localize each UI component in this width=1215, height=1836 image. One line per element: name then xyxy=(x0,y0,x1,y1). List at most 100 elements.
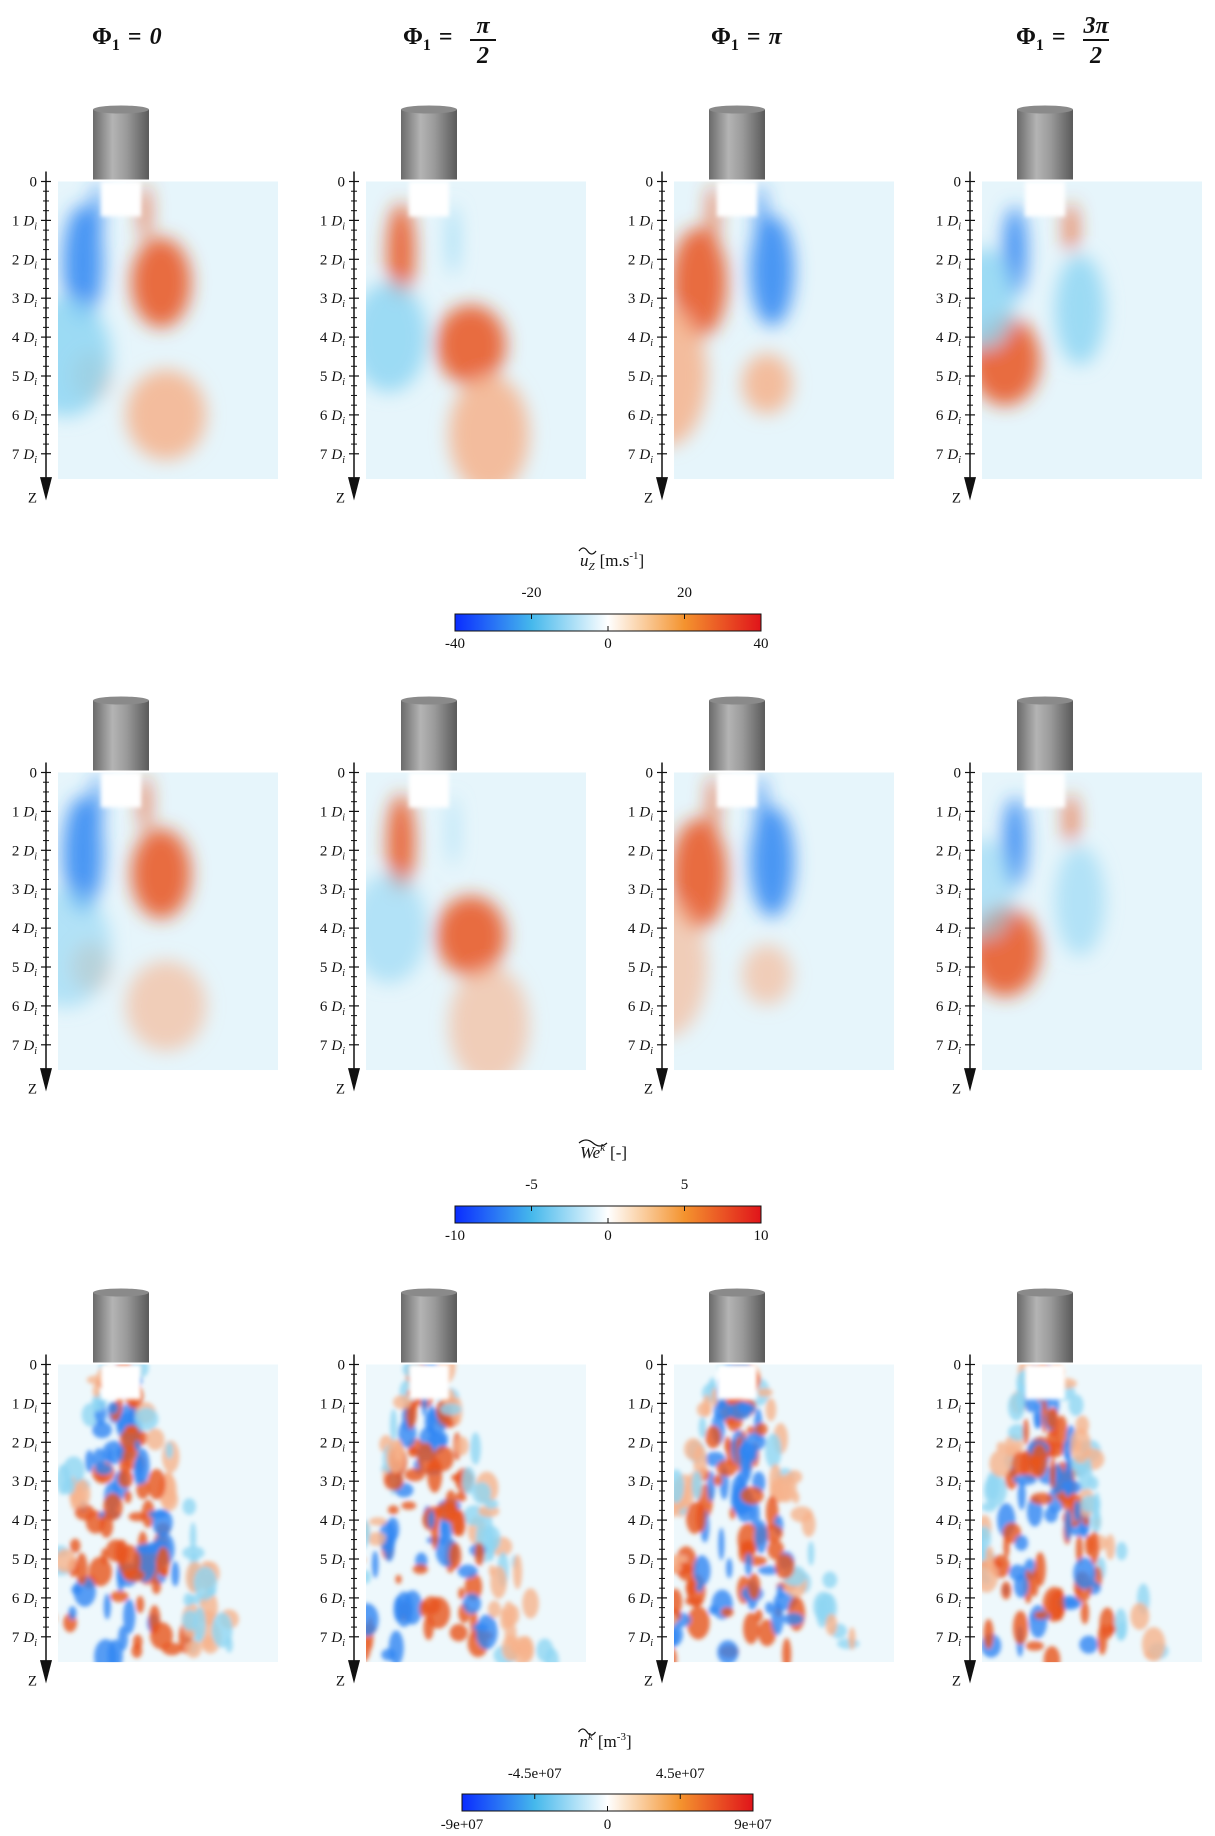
nozzle-top xyxy=(1017,1288,1073,1297)
field-blob xyxy=(470,1432,481,1465)
header-num: π xyxy=(476,13,490,39)
field-blob xyxy=(68,1606,77,1620)
axis-label: Z xyxy=(644,1673,653,1689)
field-blob xyxy=(705,1425,722,1449)
tick-label: 7 Di xyxy=(628,1038,653,1057)
field-blob xyxy=(366,1570,371,1584)
tick-unit-sub: i xyxy=(34,812,37,823)
colorbar-label: nk [m-3] xyxy=(580,1731,632,1751)
tick-unit: D xyxy=(330,921,342,937)
tick-value: 7 xyxy=(12,1038,20,1054)
field-blob xyxy=(767,1539,784,1560)
nozzle-top xyxy=(93,696,149,705)
tick-label: 5 Di xyxy=(628,1552,653,1571)
field-blob xyxy=(686,1606,710,1640)
tick-unit: D xyxy=(330,882,342,898)
field-blob xyxy=(211,1612,233,1648)
tick-unit-sub: i xyxy=(650,1599,653,1610)
field-blob xyxy=(716,1459,738,1477)
field-blob xyxy=(487,1529,495,1562)
tick-value: 6 xyxy=(628,999,636,1015)
tick-unit: D xyxy=(22,1396,34,1412)
tick-value: 4 xyxy=(320,330,328,346)
tick-label: 0 xyxy=(338,1358,346,1374)
field-blob xyxy=(765,1433,782,1469)
field-blob xyxy=(691,1470,703,1500)
field-blob xyxy=(1014,1573,1029,1598)
panel: 01 Di2 Di3 Di4 Di5 Di6 Di7 DiZ xyxy=(12,696,278,1097)
tick-unit-sub: i xyxy=(650,968,653,979)
field-blob xyxy=(982,839,1015,940)
field-blob xyxy=(454,1436,469,1456)
field-blob xyxy=(156,1546,170,1577)
field-blob xyxy=(674,1554,688,1564)
tick-value: 1 xyxy=(12,213,20,229)
field-blob xyxy=(474,1542,485,1566)
tick-label: 1 Di xyxy=(320,1396,345,1415)
tick-unit: D xyxy=(638,921,650,937)
tick-unit: D xyxy=(638,1435,650,1451)
field-blob xyxy=(765,1398,777,1422)
label-unit: [m xyxy=(598,1732,617,1751)
tick-label: 4 Di xyxy=(628,330,653,349)
field-blob xyxy=(103,1493,123,1521)
field-blobs xyxy=(58,182,206,460)
tick-unit-sub: i xyxy=(34,1482,37,1493)
tick-unit-sub: i xyxy=(958,1599,961,1610)
tick-label: 5 Di xyxy=(12,1552,37,1571)
field-blob xyxy=(1079,1635,1099,1654)
tick-value: 0 xyxy=(954,1358,962,1374)
flow-field xyxy=(674,181,894,480)
field-blob xyxy=(324,1568,344,1590)
tick-unit-sub: i xyxy=(650,299,653,310)
tick-value: 3 xyxy=(628,1474,636,1490)
tick-label: 3 Di xyxy=(12,291,37,310)
tick-unit-sub: i xyxy=(958,1482,961,1493)
field-blob xyxy=(117,1469,134,1489)
field-blob xyxy=(475,1614,498,1650)
field-blob xyxy=(58,887,111,1008)
field-blob xyxy=(971,1637,977,1660)
field-blob xyxy=(407,1447,420,1458)
tick-value: 0 xyxy=(30,766,38,782)
axis-arrow xyxy=(656,1068,668,1092)
axis-arrow xyxy=(656,477,668,501)
tick-unit-sub: i xyxy=(342,1007,345,1018)
tick-unit-sub: i xyxy=(650,1638,653,1649)
axis-label: Z xyxy=(28,1673,37,1689)
field-blob xyxy=(444,1489,457,1524)
tick-value: 5 xyxy=(936,960,944,976)
field-blob xyxy=(182,1498,197,1515)
axis-arrow xyxy=(964,1660,976,1684)
tick-unit: D xyxy=(946,369,958,385)
flow-field xyxy=(366,772,586,1071)
header-text: Φ1 = xyxy=(403,24,453,54)
field-blob xyxy=(92,1421,112,1439)
field-blob xyxy=(825,1613,838,1636)
tick-unit-sub: i xyxy=(34,968,37,979)
label-symbol-sup: k xyxy=(600,1142,606,1154)
colorbar-tick-label: -9e+07 xyxy=(441,1817,484,1833)
tick-value: 5 xyxy=(320,1552,328,1568)
tick-unit-sub: i xyxy=(650,812,653,823)
field-blob xyxy=(816,1598,827,1608)
field-blob xyxy=(131,237,191,328)
field-blob xyxy=(123,1598,136,1634)
tick-label: 5 Di xyxy=(12,369,37,388)
tick-value: 4 xyxy=(936,1513,944,1529)
field-blob xyxy=(754,1520,768,1554)
tick-unit: D xyxy=(946,1552,958,1568)
field-blob xyxy=(1065,203,1077,254)
nozzle-top xyxy=(709,105,765,114)
field-blob xyxy=(663,1504,671,1522)
nozzle xyxy=(709,109,765,180)
field-blobs xyxy=(366,794,529,1071)
field-blob xyxy=(92,182,102,243)
nozzle xyxy=(1017,700,1073,771)
tick-value: 6 xyxy=(936,1591,944,1607)
panel: 01 Di2 Di3 Di4 Di5 Di6 Di7 DiZ xyxy=(320,1288,586,1689)
tick-value: 3 xyxy=(936,291,944,307)
tick-unit-sub: i xyxy=(958,929,961,940)
tick-unit-sub: i xyxy=(34,1046,37,1057)
field-blob xyxy=(189,1522,197,1551)
